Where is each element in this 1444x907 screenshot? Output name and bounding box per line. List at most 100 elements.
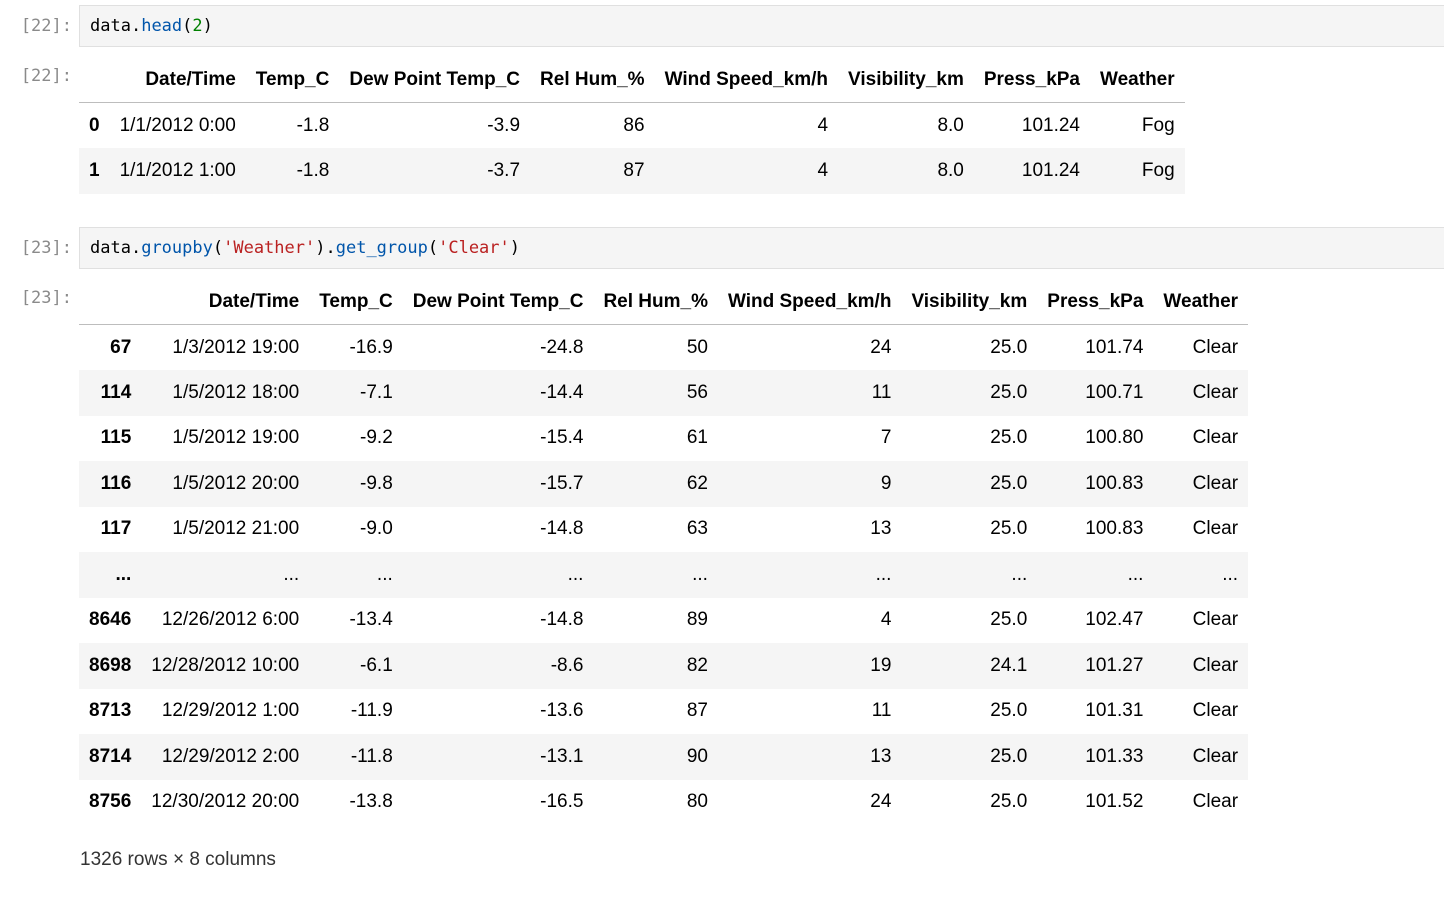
table-cell: Clear xyxy=(1192,745,1239,767)
table-cell: Clear xyxy=(1192,518,1239,540)
code-token-paren: ( xyxy=(212,238,224,258)
column-header: Dew Point Temp_C xyxy=(339,56,531,103)
table-cell: 9 xyxy=(880,472,892,494)
table-cell: 101.52 xyxy=(1085,791,1144,813)
row-index: 116 xyxy=(100,472,132,494)
table-cell: Fog xyxy=(1141,159,1175,181)
row-index: 8713 xyxy=(89,700,132,722)
code-token-paren: ) xyxy=(315,238,326,258)
column-header: Rel Hum_% xyxy=(530,56,655,103)
table-cell: 25.0 xyxy=(990,381,1028,403)
code-cell-23[interactable]: data.groupby('Weather').get_group('Clear… xyxy=(79,227,1444,269)
column-header: Press_kPa xyxy=(1037,278,1154,325)
table-cell: 4 xyxy=(817,159,829,181)
code-token-string: 'Clear' xyxy=(438,238,510,258)
table-cell: -1.8 xyxy=(296,159,330,181)
table-cell: -9.2 xyxy=(360,427,393,449)
group-dataframe-table: Date/Time Temp_C Dew Point Temp_C Rel Hum_%… xyxy=(79,278,1249,826)
code-token-function: get_group xyxy=(335,238,428,258)
code-token-dot: . xyxy=(325,238,336,258)
column-header: Temp_C xyxy=(245,56,340,103)
row-index: ... xyxy=(115,563,132,585)
table-cell: 101.33 xyxy=(1085,745,1144,767)
table-cell: 90 xyxy=(686,745,708,767)
column-header: Rel Hum_% xyxy=(593,278,718,325)
table-cell: 8.0 xyxy=(937,159,964,181)
code-token-paren: ( xyxy=(427,238,439,258)
table-row: 67 1/3/2012 19:00 -16.9 -24.8 50 24 25.0 101.74… xyxy=(79,325,1248,371)
table-cell: Clear xyxy=(1192,472,1239,494)
table-row: 8756 12/30/2012 20:00 -13.8 -16.5 80 24 25.0 10… xyxy=(79,780,1248,826)
output-prompt-23: [23]: xyxy=(20,288,72,308)
table-cell: Clear xyxy=(1192,654,1239,676)
table-cell: 12/30/2012 20:00 xyxy=(151,791,300,813)
table-cell: -11.9 xyxy=(350,700,393,722)
table-cell: 19 xyxy=(870,654,892,676)
table-cell: 62 xyxy=(686,472,708,494)
table-cell: -14.4 xyxy=(540,381,584,403)
table-cell: ... xyxy=(1222,563,1239,585)
table-cell: -1.8 xyxy=(296,114,330,136)
table-cell: 87 xyxy=(623,159,645,181)
column-header: Visibility_km xyxy=(838,56,974,103)
table-cell: Clear xyxy=(1192,381,1239,403)
table-row: 8646 12/26/2012 6:00 -13.4 -14.8 89 4 25.0 102.… xyxy=(79,598,1248,644)
table-cell: 25.0 xyxy=(990,427,1028,449)
table-cell: 1/5/2012 18:00 xyxy=(172,381,300,403)
column-header: Visibility_km xyxy=(901,278,1038,325)
table-cell: 101.31 xyxy=(1085,700,1144,722)
table-row: 115 1/5/2012 19:00 -9.2 -15.4 61 7 25.0 100.80 C… xyxy=(79,416,1248,462)
table-cell: 12/28/2012 10:00 xyxy=(151,654,300,676)
table-cell: 25.0 xyxy=(990,791,1028,813)
table-cell: 63 xyxy=(686,518,708,540)
table-cell: Clear xyxy=(1192,427,1239,449)
code-token-paren: ) xyxy=(509,238,521,258)
table-cell: -6.1 xyxy=(360,654,393,676)
table-cell: 56 xyxy=(686,381,708,403)
table-cell: 24 xyxy=(870,336,892,358)
table-cell: 82 xyxy=(686,654,708,676)
row-index: 8756 xyxy=(89,791,132,813)
table-cell: ... xyxy=(1011,563,1028,585)
index-header xyxy=(79,56,110,103)
table-cell: -15.7 xyxy=(540,472,584,494)
table-cell: 24 xyxy=(870,791,892,813)
table-cell: -3.9 xyxy=(487,114,521,136)
table-cell: 25.0 xyxy=(990,609,1028,631)
index-header xyxy=(79,278,142,325)
table-cell: -11.8 xyxy=(350,745,393,767)
row-index: 8646 xyxy=(89,609,132,631)
table-cell: Clear xyxy=(1192,791,1239,813)
column-header: Date/Time xyxy=(109,56,246,103)
table-cell: -16.9 xyxy=(349,336,393,358)
column-header: Wind Speed_km/h xyxy=(654,56,839,103)
code-token-string: 'Weather' xyxy=(223,238,316,258)
table-cell: 100.83 xyxy=(1085,518,1144,540)
table-cell: 4 xyxy=(817,114,829,136)
input-prompt-23: [23]: xyxy=(20,238,72,258)
table-cell: 1/1/2012 1:00 xyxy=(119,159,236,181)
table-cell: 100.80 xyxy=(1085,427,1144,449)
table-cell: 13 xyxy=(870,745,892,767)
table-row: 1 1/1/2012 1:00 -1.8 -3.7 87 4 8.0 101.24 Fog xyxy=(79,148,1185,194)
table-cell: 25.0 xyxy=(990,518,1028,540)
table-cell: 102.47 xyxy=(1085,609,1144,631)
table-cell: Clear xyxy=(1192,336,1239,358)
column-header: Dew Point Temp_C xyxy=(402,278,594,325)
row-index: 117 xyxy=(100,518,132,540)
table-cell: ... xyxy=(692,563,708,585)
header-row: Date/Time Temp_C Dew Point Temp_C Rel Hum_%… xyxy=(79,278,1249,325)
table-cell: 1/5/2012 21:00 xyxy=(172,518,300,540)
table-cell: Fog xyxy=(1141,114,1175,136)
table-cell: -13.8 xyxy=(349,791,393,813)
row-index: 8714 xyxy=(89,745,132,767)
table-row: 8698 12/28/2012 10:00 -6.1 -8.6 82 19 24.1 101.… xyxy=(79,643,1249,689)
table-row: 114 1/5/2012 18:00 -7.1 -14.4 56 11 25.0 100.71… xyxy=(79,370,1249,416)
column-header: Weather xyxy=(1090,56,1185,103)
table-cell: -16.5 xyxy=(540,791,584,813)
column-header: Press_kPa xyxy=(973,56,1091,103)
table-cell: 101.24 xyxy=(1021,114,1081,136)
code-cell-22[interactable]: data.head(2) xyxy=(79,5,1444,47)
head-dataframe-table: Date/Time Temp_C Dew Point Temp_C Rel Hum_%… xyxy=(79,56,1185,194)
table-cell: 100.71 xyxy=(1085,381,1144,403)
